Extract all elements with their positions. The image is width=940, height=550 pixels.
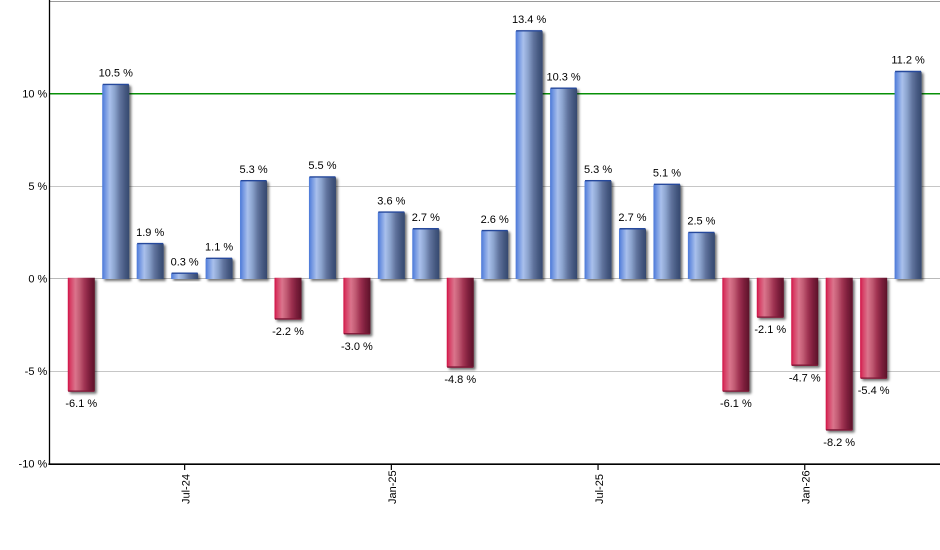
svg-text:5.3 %: 5.3 % bbox=[584, 164, 612, 176]
svg-text:0 %: 0 % bbox=[28, 274, 47, 286]
svg-text:-8.2 %: -8.2 % bbox=[823, 437, 855, 449]
svg-text:10.5 %: 10.5 % bbox=[99, 68, 133, 80]
svg-text:Jul-25: Jul-25 bbox=[594, 474, 606, 504]
svg-text:-6.1 %: -6.1 % bbox=[65, 398, 97, 410]
svg-text:5 %: 5 % bbox=[28, 181, 47, 193]
svg-text:Jan-25: Jan-25 bbox=[387, 470, 399, 504]
svg-text:10 %: 10 % bbox=[22, 89, 47, 101]
svg-text:11.2 %: 11.2 % bbox=[891, 55, 925, 67]
svg-text:2.7 %: 2.7 % bbox=[412, 212, 440, 224]
svg-text:10.3 %: 10.3 % bbox=[546, 71, 580, 83]
svg-text:Jul-24: Jul-24 bbox=[180, 474, 192, 504]
svg-text:1.9 %: 1.9 % bbox=[136, 227, 164, 239]
svg-text:1.1 %: 1.1 % bbox=[205, 242, 233, 254]
svg-text:-4.8 %: -4.8 % bbox=[444, 374, 476, 386]
svg-text:-3.0 %: -3.0 % bbox=[341, 341, 373, 353]
svg-text:5.5 %: 5.5 % bbox=[308, 160, 336, 172]
svg-text:5.3 %: 5.3 % bbox=[239, 164, 267, 176]
svg-text:-4.7 %: -4.7 % bbox=[789, 372, 821, 384]
svg-text:5.1 %: 5.1 % bbox=[653, 168, 681, 180]
svg-text:-5.4 %: -5.4 % bbox=[858, 385, 890, 397]
svg-text:13.4 %: 13.4 % bbox=[512, 14, 546, 26]
svg-text:0.3 %: 0.3 % bbox=[171, 256, 199, 268]
svg-text:-10 %: -10 % bbox=[19, 459, 48, 471]
svg-text:3.6 %: 3.6 % bbox=[377, 195, 405, 207]
svg-text:2.6 %: 2.6 % bbox=[481, 214, 509, 226]
svg-text:-5 %: -5 % bbox=[25, 366, 48, 378]
svg-text:-2.1 %: -2.1 % bbox=[754, 324, 786, 336]
svg-text:Jan-26: Jan-26 bbox=[801, 470, 813, 504]
svg-text:-2.2 %: -2.2 % bbox=[272, 326, 304, 338]
svg-text:-6.1 %: -6.1 % bbox=[720, 398, 752, 410]
svg-text:2.5 %: 2.5 % bbox=[687, 216, 715, 228]
svg-text:2.7 %: 2.7 % bbox=[618, 212, 646, 224]
